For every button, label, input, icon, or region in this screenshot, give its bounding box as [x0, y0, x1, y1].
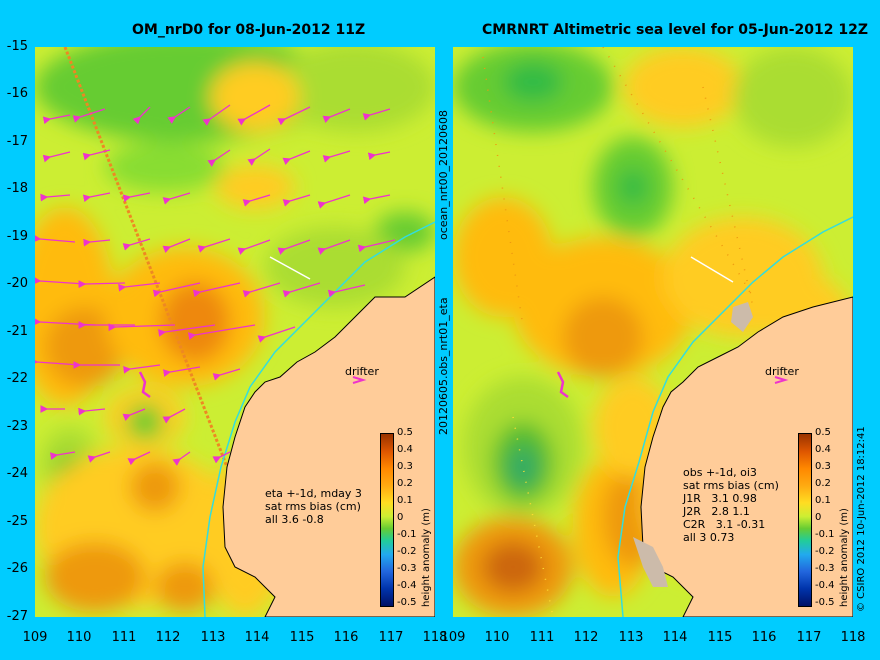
stats-line: eta +-1d, mday 3	[265, 487, 362, 500]
stats-line: J2R 2.8 1.1	[683, 505, 750, 518]
left-stats: eta +-1d, mday 3 sat rms bias (cm) all 3.6…	[265, 487, 362, 526]
right-stats: obs +-1d, oi3 sat rms bias (cm) J1R 3.1 0.…	[683, 466, 779, 544]
x-tick-label: 113	[200, 630, 226, 645]
x-tick-label: 111	[529, 630, 555, 645]
colorbar-tick: 0	[815, 512, 822, 523]
x-tick-label: 117	[796, 630, 822, 645]
island	[633, 537, 668, 587]
drifter-track	[138, 371, 151, 399]
y-tick-label: -16	[6, 86, 28, 101]
left-map-canvas	[35, 47, 435, 617]
y-tick-label: -15	[6, 39, 28, 54]
coastal-current-line	[202, 221, 435, 617]
x-tick-label: 110	[66, 630, 92, 645]
y-tick-label: -20	[6, 276, 28, 291]
stats-line: all 3 0.73	[683, 531, 735, 544]
y-tick-label: -17	[6, 134, 28, 149]
current-vectors	[35, 104, 396, 466]
y-tick-label: -21	[6, 324, 28, 339]
x-tick-label: 113	[618, 630, 644, 645]
colorbar-tick: -0.2	[397, 546, 417, 557]
drifter-marker	[774, 376, 789, 384]
x-tick-label: 110	[484, 630, 510, 645]
colorbar-tick: 0.4	[815, 444, 831, 455]
satellite-track	[512, 416, 554, 617]
x-tick-label: 115	[707, 630, 733, 645]
x-tick-label: 117	[378, 630, 404, 645]
colorbar-tick: 0.4	[397, 444, 413, 455]
x-tick-label: 116	[333, 630, 359, 645]
colorbar-tick: 0.1	[815, 495, 831, 506]
right-colorbar	[798, 433, 812, 607]
obs-file-label: 20120605.obs_nrt01_eta	[437, 297, 450, 435]
left-map-panel: drifter eta +-1d, mday 3 sat rms bias (cm…	[35, 47, 435, 617]
x-tick-label: 118	[422, 630, 448, 645]
coastal-current-line	[617, 216, 853, 617]
x-tick-label: 112	[155, 630, 181, 645]
y-tick-label: -23	[6, 419, 28, 434]
drifter-marker	[352, 376, 367, 384]
colorbar-tick: 0.2	[397, 478, 413, 489]
x-tick-label: 109	[22, 630, 48, 645]
colorbar-tick: -0.3	[397, 563, 417, 574]
colorbar-tick: 0.5	[815, 427, 831, 438]
stats-line: J1R 3.1 0.98	[683, 492, 757, 505]
colorbar-tick: 0.1	[397, 495, 413, 506]
right-map-panel: drifter obs +-1d, oi3 sat rms bias (cm) J1…	[453, 47, 853, 617]
x-tick-label: 114	[244, 630, 270, 645]
y-tick-label: -19	[6, 229, 28, 244]
stats-line: obs +-1d, oi3	[683, 466, 757, 479]
right-map-canvas	[453, 47, 853, 617]
x-tick-label: 115	[289, 630, 315, 645]
y-tick-label: -22	[6, 371, 28, 386]
left-panel-title: OM_nrD0 for 08-Jun-2012 11Z	[132, 22, 366, 38]
x-tick-label: 111	[111, 630, 137, 645]
colorbar-tick: -0.4	[815, 580, 835, 591]
x-tick-label: 116	[751, 630, 777, 645]
x-tick-label: 109	[440, 630, 466, 645]
stats-line: sat rms bias (cm)	[683, 479, 779, 492]
colorbar-tick: -0.1	[397, 529, 417, 540]
drifter-label: drifter	[345, 365, 379, 378]
y-tick-label: -26	[6, 561, 28, 576]
trajectory-line	[269, 256, 311, 280]
drifter-track	[556, 371, 569, 399]
x-tick-label: 112	[573, 630, 599, 645]
trajectory-line	[690, 256, 734, 283]
colorbar-tick: 0.3	[815, 461, 831, 472]
drifter-label: drifter	[765, 365, 799, 378]
colorbar-tick: 0	[397, 512, 404, 523]
colorbar-tick: -0.3	[815, 563, 835, 574]
colorbar-label: height anomaly (m)	[839, 508, 850, 607]
island	[731, 302, 753, 332]
y-tick-label: -25	[6, 514, 28, 529]
colorbar-tick: 0.2	[815, 478, 831, 489]
x-tick-label: 118	[840, 630, 866, 645]
satellite-track	[602, 47, 754, 298]
colorbar-tick: 0.3	[397, 461, 413, 472]
x-tick-label: 114	[662, 630, 688, 645]
colorbar-tick: -0.5	[815, 597, 835, 608]
stats-line: all 3.6 -0.8	[265, 513, 324, 526]
colorbar-tick: -0.5	[397, 597, 417, 608]
colorbar-label: height anomaly (m)	[421, 508, 432, 607]
colorbar-tick: -0.4	[397, 580, 417, 591]
colorbar-tick: -0.1	[815, 529, 835, 540]
colorbar-tick: -0.2	[815, 546, 835, 557]
left-colorbar	[380, 433, 394, 607]
right-panel-title: CMRNRT Altimetric sea level for 05-Jun-2…	[482, 22, 868, 38]
y-tick-label: -24	[6, 466, 28, 481]
satellite-track	[63, 47, 229, 468]
copyright-timestamp: © CSIRO 2012 10-Jun-2012 18:12:41	[856, 426, 867, 612]
colorbar-tick: 0.5	[397, 427, 413, 438]
y-tick-label: -18	[6, 181, 28, 196]
stats-line: sat rms bias (cm)	[265, 500, 361, 513]
y-tick-label: -27	[6, 609, 28, 624]
stats-line: C2R 3.1 -0.31	[683, 518, 766, 531]
model-file-label: ocean_nrt00_20120608	[437, 109, 450, 240]
